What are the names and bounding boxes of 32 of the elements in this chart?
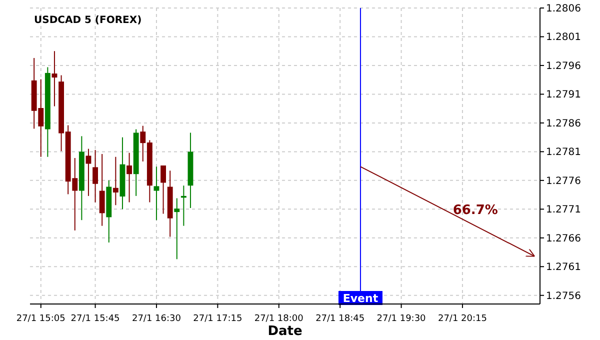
y-tick-label: 1.2766 bbox=[546, 233, 581, 244]
candlestick bbox=[154, 166, 160, 221]
y-tick-label: 1.2756 bbox=[546, 290, 581, 302]
y-tick-label: 1.2776 bbox=[546, 176, 581, 187]
x-tick-label: 27/1 15:45 bbox=[70, 314, 120, 324]
candlestick bbox=[92, 149, 98, 203]
x-tick-label: 27/1 20:15 bbox=[438, 314, 487, 324]
text: USDCAD 5 (FOREX) bbox=[34, 15, 142, 26]
y-tick-label: 1.2801 bbox=[546, 32, 581, 44]
candlestick bbox=[160, 164, 166, 214]
x-tick-label: 27/1 18:45 bbox=[316, 314, 365, 324]
y-tick-label: 1.2791 bbox=[546, 90, 581, 101]
y-tick-label: 1.2786 bbox=[546, 118, 581, 130]
y-tick-label: 1.2781 bbox=[546, 147, 581, 158]
x-tick-label: 27/1 17:15 bbox=[193, 314, 242, 324]
y-tick-label: 1.2771 bbox=[546, 204, 581, 216]
x-tick-label: 27/1 19:30 bbox=[376, 314, 426, 324]
candlestick bbox=[99, 153, 105, 226]
x-tick-label: 27/1 15:05 bbox=[16, 314, 66, 324]
x-axis-title: Date bbox=[268, 324, 302, 339]
x-tick-label: 27/1 18:00 bbox=[254, 314, 304, 324]
y-tick-label: 1.2796 bbox=[546, 60, 581, 72]
ref-line-label: Event bbox=[342, 292, 378, 305]
candlestick bbox=[52, 50, 58, 107]
y-tick-label: 1.2806 bbox=[546, 4, 581, 14]
candlestick bbox=[174, 198, 180, 260]
x-tick-label: 27/1 16:30 bbox=[132, 314, 182, 324]
candlestick bbox=[86, 148, 92, 196]
candlestick bbox=[126, 152, 132, 203]
y-tick-label: 1.2761 bbox=[546, 262, 581, 274]
annotation: 66.7% bbox=[452, 202, 498, 218]
candlestick bbox=[112, 156, 118, 206]
